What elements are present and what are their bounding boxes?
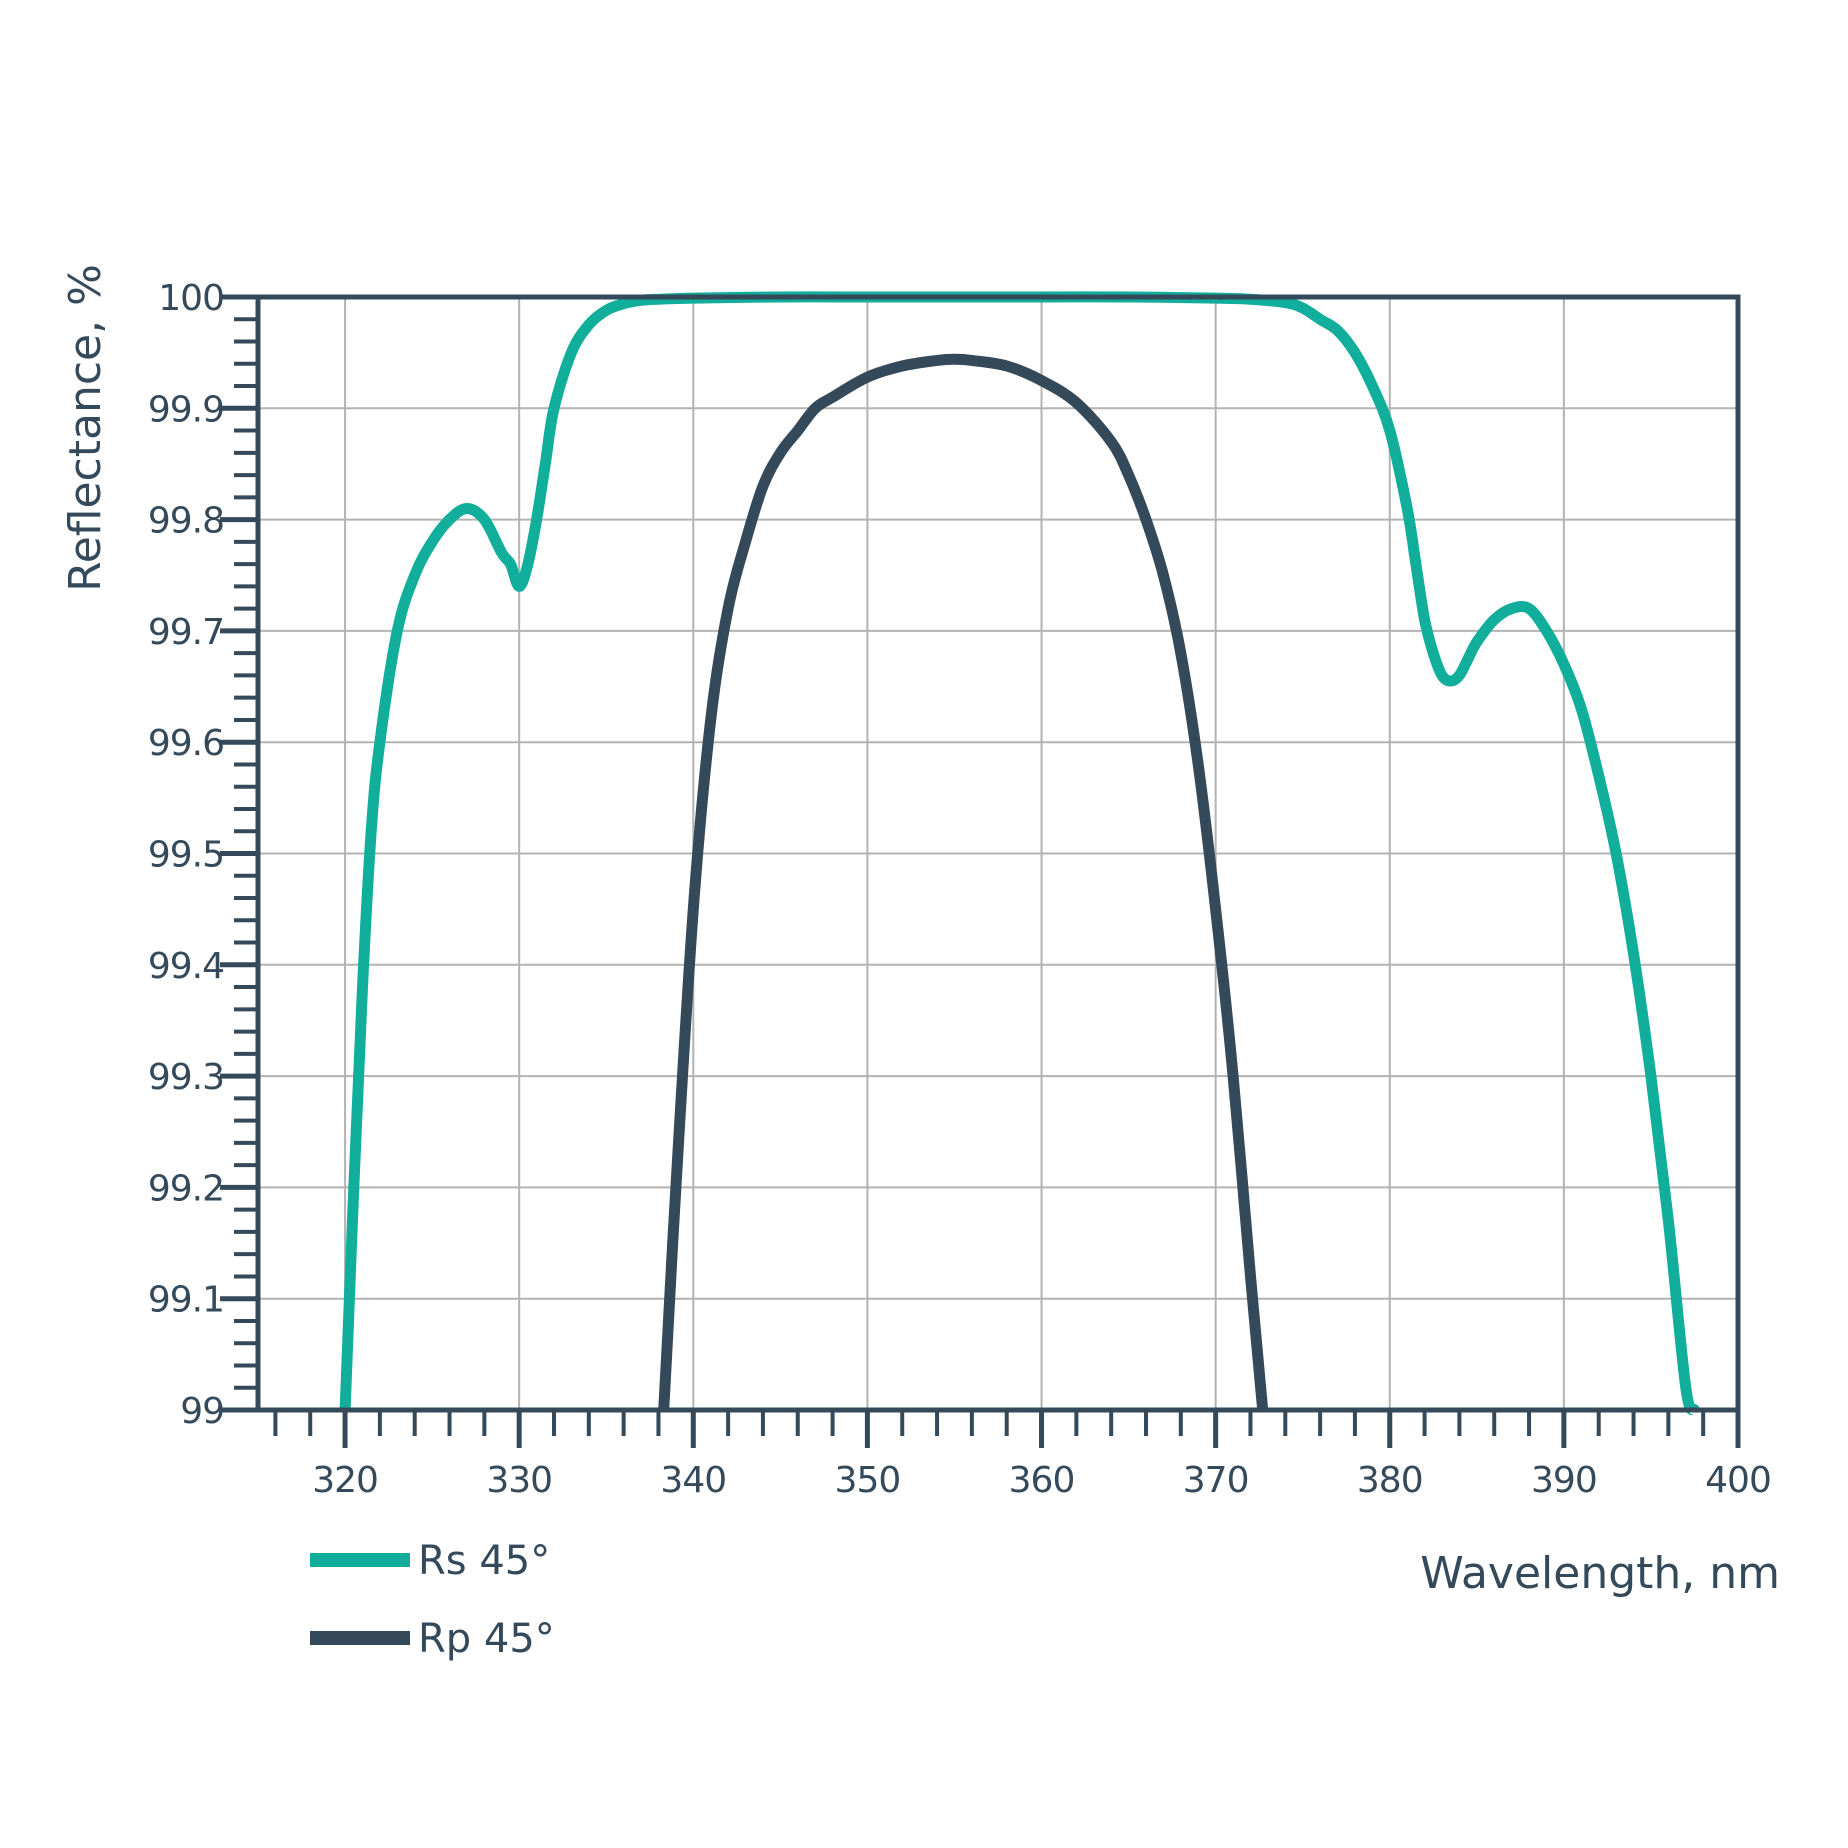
y-axis-title: Reflectance, % [60,264,111,592]
y-tick-label: 99.2 [148,1168,224,1209]
major-ticks [220,294,1741,1448]
y-tick-label: 99.8 [148,501,224,542]
series-line-rp [658,353,1269,1411]
x-tick-label: 400 [1705,1460,1771,1501]
y-tick-label: 99.3 [148,1057,224,1098]
x-tick-label: 330 [486,1460,552,1501]
y-tick-label: 99.1 [148,1280,224,1321]
x-tick-label: 320 [312,1460,378,1501]
x-tick-label: 370 [1183,1460,1249,1501]
y-tick-label: 99.7 [148,612,224,653]
y-tick-labels: 99 99.1 99.2 99.3 99.4 99.5 99.6 99.7 99.8 99.9 10… [148,278,225,1432]
legend-label-rs: Rs 45° [418,1538,550,1584]
legend-label-rp: Rp 45° [418,1616,555,1662]
plot-frame [255,294,1741,1413]
legend: Rs 45° Rp 45° [310,1538,555,1662]
x-tick-label: 380 [1357,1460,1423,1501]
y-tick-label: 99.9 [148,389,224,430]
x-tick-label: 350 [835,1460,901,1501]
y-tick-label: 99.5 [148,835,224,876]
y-tick-label: 99.4 [148,946,224,987]
x-tick-labels: 320 330 340 350 360 370 380 390 400 [312,1460,1772,1501]
x-tick-label: 340 [660,1460,726,1501]
x-axis-title: Wavelength, nm [1420,1548,1780,1599]
minor-ticks [234,317,1706,1436]
y-tick-label: 100 [158,278,224,319]
y-tick-label: 99.6 [148,723,224,764]
y-tick-label: 99 [180,1391,224,1432]
x-tick-label: 360 [1009,1460,1075,1501]
grid [258,296,1739,1411]
x-tick-label: 390 [1531,1460,1597,1501]
